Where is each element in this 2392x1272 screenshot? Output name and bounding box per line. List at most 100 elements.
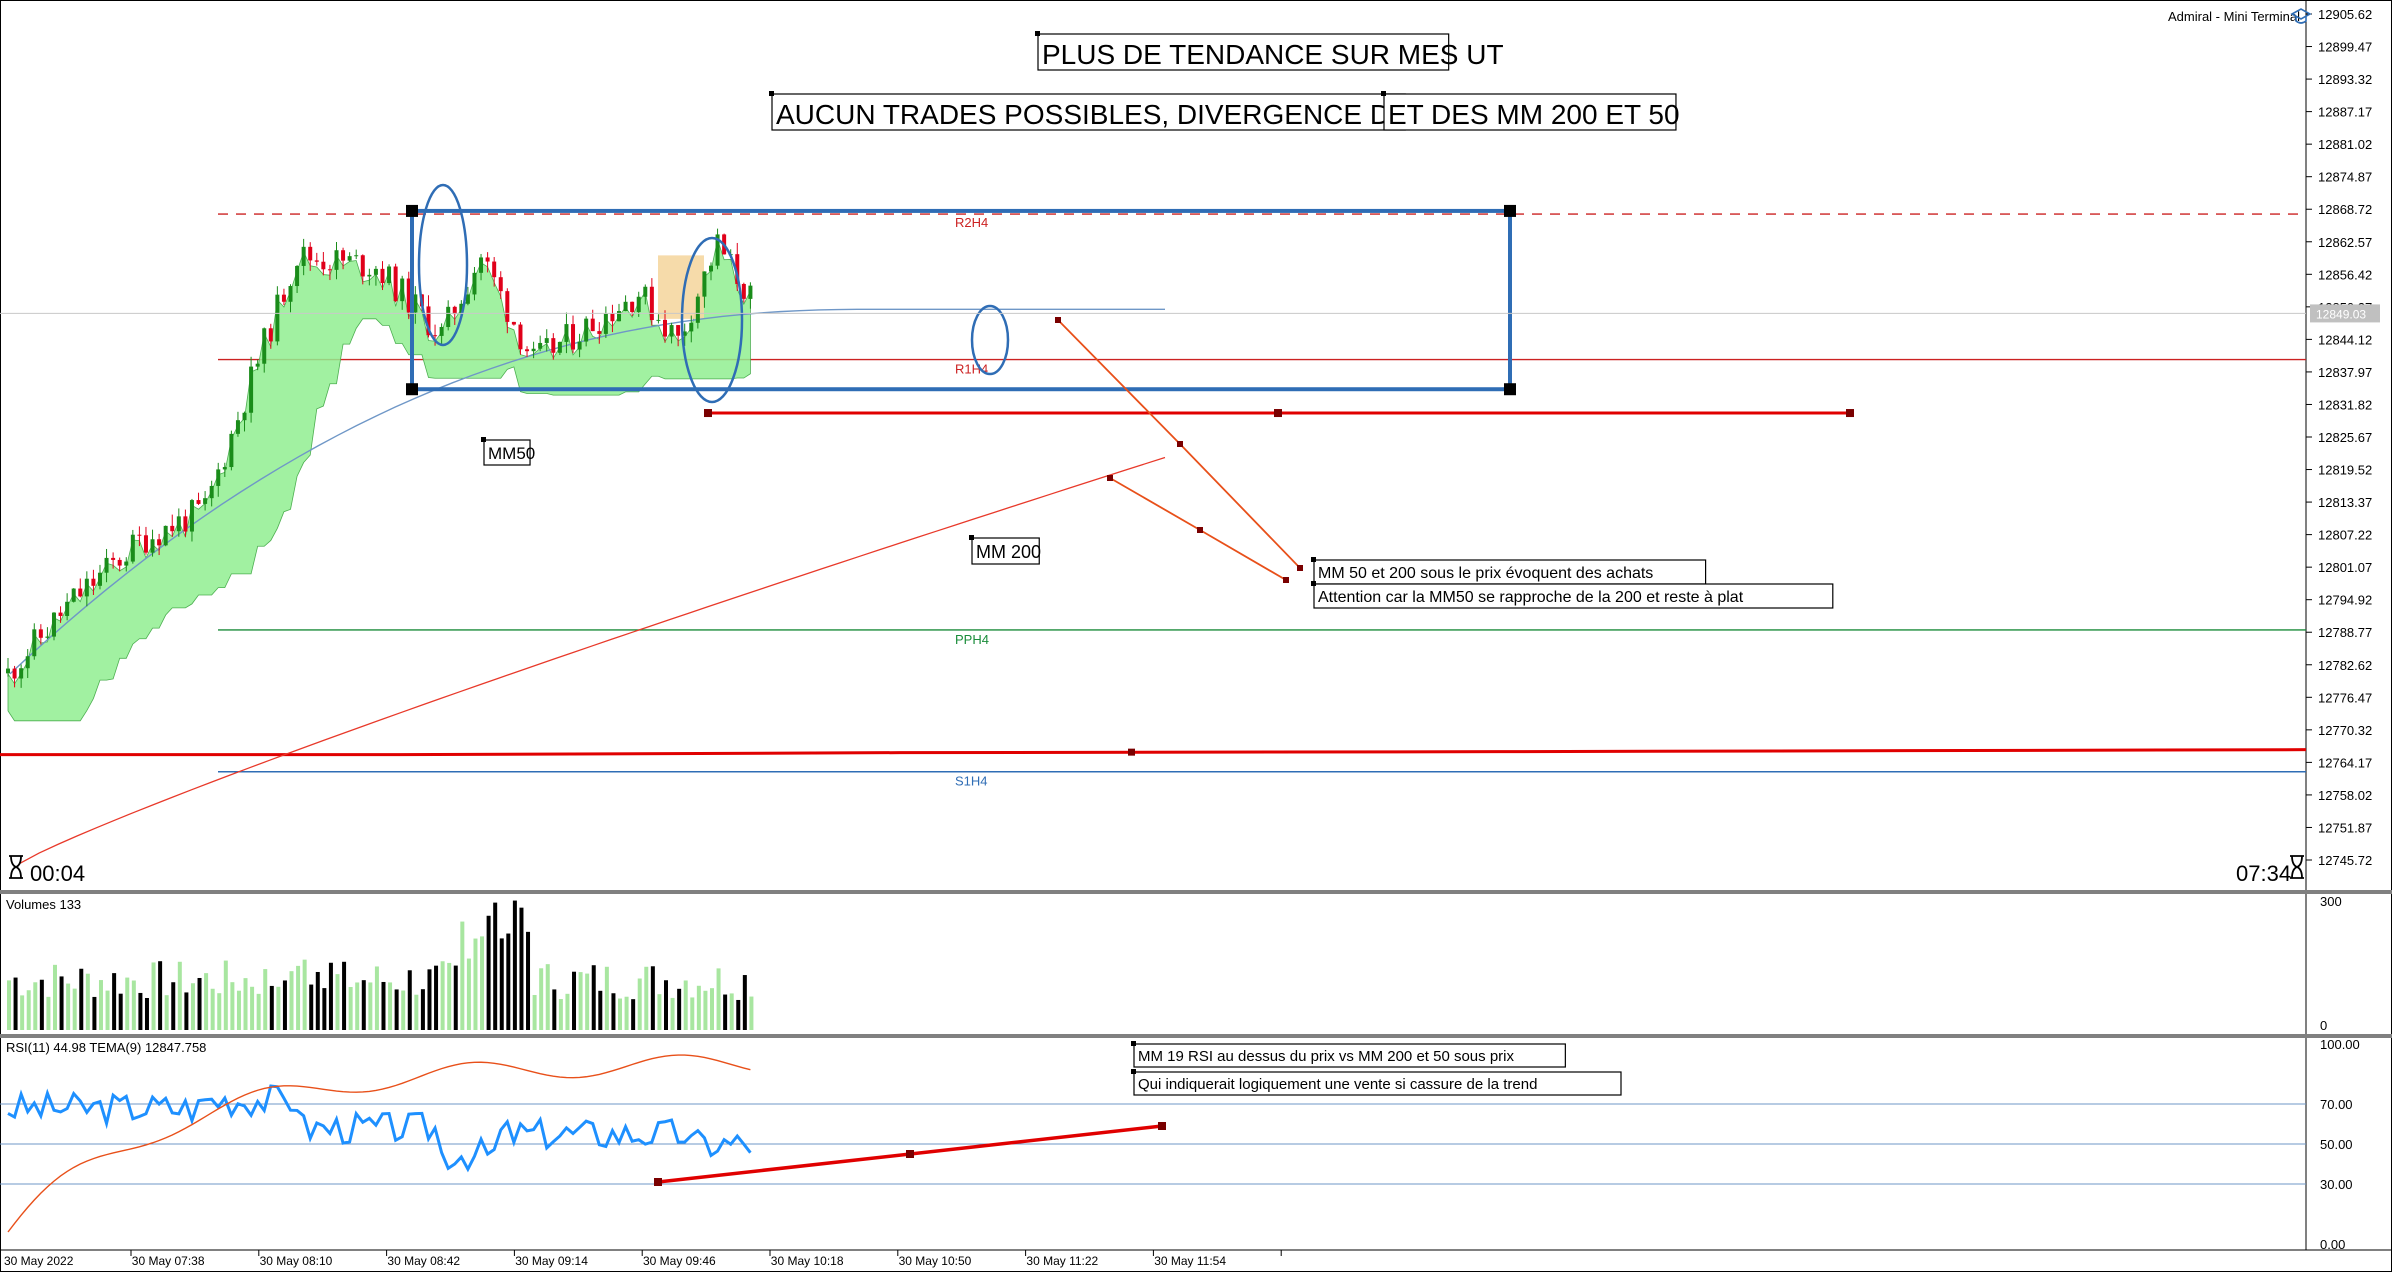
candle-body — [485, 257, 490, 262]
candle-body — [163, 525, 168, 546]
volume-bar — [473, 938, 478, 1030]
rsi-level-lines — [0, 1103, 2306, 1185]
arrow-anchor — [1283, 577, 1289, 583]
volume-bar — [519, 907, 524, 1030]
mm200-label-box — [971, 537, 1040, 565]
volume-bar — [131, 980, 136, 1030]
price-axis-tick-label: 12794.92 — [2318, 593, 2372, 608]
price-axis-tick-label: 12905.62 — [2318, 7, 2372, 22]
text-anchor — [769, 91, 774, 96]
candle-body — [91, 578, 96, 586]
volume-bar — [407, 970, 412, 1030]
price-axis-tick-label: 12758.02 — [2318, 788, 2372, 803]
price-axis-tick-label: 12764.17 — [2318, 755, 2372, 770]
mm200-line — [19, 456, 1166, 864]
volume-bar — [539, 968, 544, 1030]
volume-bar — [657, 994, 662, 1030]
candle-body — [597, 331, 602, 334]
mm50-label-box — [483, 439, 531, 466]
volume-bar — [282, 980, 287, 1030]
candle-body — [715, 234, 720, 266]
hourglass-icon-right — [2290, 855, 2304, 879]
candle-body — [150, 539, 155, 553]
candle-body — [12, 668, 17, 679]
rsi-lines — [7, 1054, 1166, 1233]
broker-label: Admiral - Mini Terminal — [2168, 9, 2300, 24]
candle-body — [479, 257, 484, 273]
candle-body — [360, 255, 365, 277]
volume-bar — [401, 990, 406, 1030]
line-anchor — [1846, 409, 1854, 418]
volume-bar — [151, 962, 156, 1030]
volume-bar — [696, 985, 701, 1030]
volume-bar — [532, 994, 537, 1030]
price-axis-tick-label: 12776.47 — [2318, 690, 2372, 705]
rsi-panel: RSI(11) 44.98 TEMA(9) 12847.758 100.00 70… — [0, 1037, 2360, 1252]
candle-body — [748, 285, 753, 299]
volume-bar — [289, 971, 294, 1030]
volume-bar — [749, 996, 754, 1030]
volume-bar — [374, 966, 379, 1030]
volume-bar — [223, 960, 228, 1030]
price-axis-tick-label: 12819.52 — [2318, 463, 2372, 478]
arrow-anchor — [1055, 317, 1061, 323]
candle-body — [492, 261, 497, 278]
candle-body — [649, 286, 654, 321]
title-2: AUCUN TRADES POSSIBLES, DIVERGENCE DES R… — [776, 99, 1482, 130]
candle-body — [387, 266, 392, 284]
graduation-cap-icon[interactable] — [2290, 8, 2312, 24]
note-2: Attention car la MM50 se rapproche de la… — [1318, 589, 1744, 606]
candle-body — [682, 331, 687, 336]
volume-bar — [512, 900, 517, 1030]
candle-body — [636, 296, 641, 313]
time-axis: 30 May 2022 30 May 07:38 30 May 08:10 30 Ma… — [4, 1250, 1282, 1268]
price-axis-tick-label: 12813.37 — [2318, 495, 2372, 510]
volume-bar — [611, 993, 616, 1030]
volume-bar — [342, 961, 347, 1030]
trendline-anchor — [1158, 1122, 1166, 1130]
price-axis-tick-label: 12837.97 — [2318, 365, 2372, 380]
candle-body — [735, 254, 740, 284]
candle-body — [176, 516, 181, 532]
candle-body — [577, 341, 582, 350]
volume-bar — [493, 902, 498, 1030]
candle-body — [630, 301, 635, 313]
drawing-objects[interactable]: PLUS DE TENDANCE SUR MES UT AUCUN TRADES … — [406, 31, 1854, 1096]
price-axis-tick-label: 12801.07 — [2318, 560, 2372, 575]
candle-body — [143, 535, 148, 553]
volume-bar — [322, 988, 327, 1030]
candle-body — [341, 250, 346, 261]
candle-body — [544, 338, 549, 343]
volume-bar — [394, 989, 399, 1030]
highlight-ellipse — [417, 183, 469, 347]
volume-bar — [309, 984, 314, 1030]
volume-bars — [7, 900, 754, 1030]
volume-bar — [210, 988, 215, 1030]
rsi-axis-tick-label: 100.00 — [2320, 1037, 2360, 1052]
candle-body — [354, 255, 359, 257]
volume-bar — [328, 962, 333, 1030]
volume-bar — [184, 992, 189, 1030]
volume-bar — [190, 983, 195, 1030]
volume-bar — [736, 999, 741, 1030]
candle-body — [610, 313, 615, 322]
panel-divider-volume — [0, 1034, 2392, 1038]
volume-bar — [158, 961, 163, 1030]
volume-bar — [230, 982, 235, 1030]
time-axis-tick-label: 30 May 10:50 — [899, 1254, 972, 1268]
rsi-note-2: Qui indiquerait logiquement une vente si… — [1138, 1076, 1537, 1093]
time-axis-tick-label: 30 May 08:42 — [387, 1254, 460, 1268]
text-anchor — [1311, 557, 1316, 562]
volume-bar — [33, 982, 38, 1030]
candle-body — [393, 266, 398, 302]
volume-bar — [355, 982, 360, 1030]
volume-bar — [59, 976, 64, 1030]
volume-bar — [434, 965, 439, 1030]
rsi-axis-tick-label: 70.00 — [2320, 1097, 2353, 1112]
candle-body — [58, 612, 63, 616]
tema-line — [7, 1054, 751, 1233]
volume-bar — [118, 993, 123, 1030]
candle-body — [51, 612, 56, 637]
panel-divider-price — [0, 890, 2392, 894]
